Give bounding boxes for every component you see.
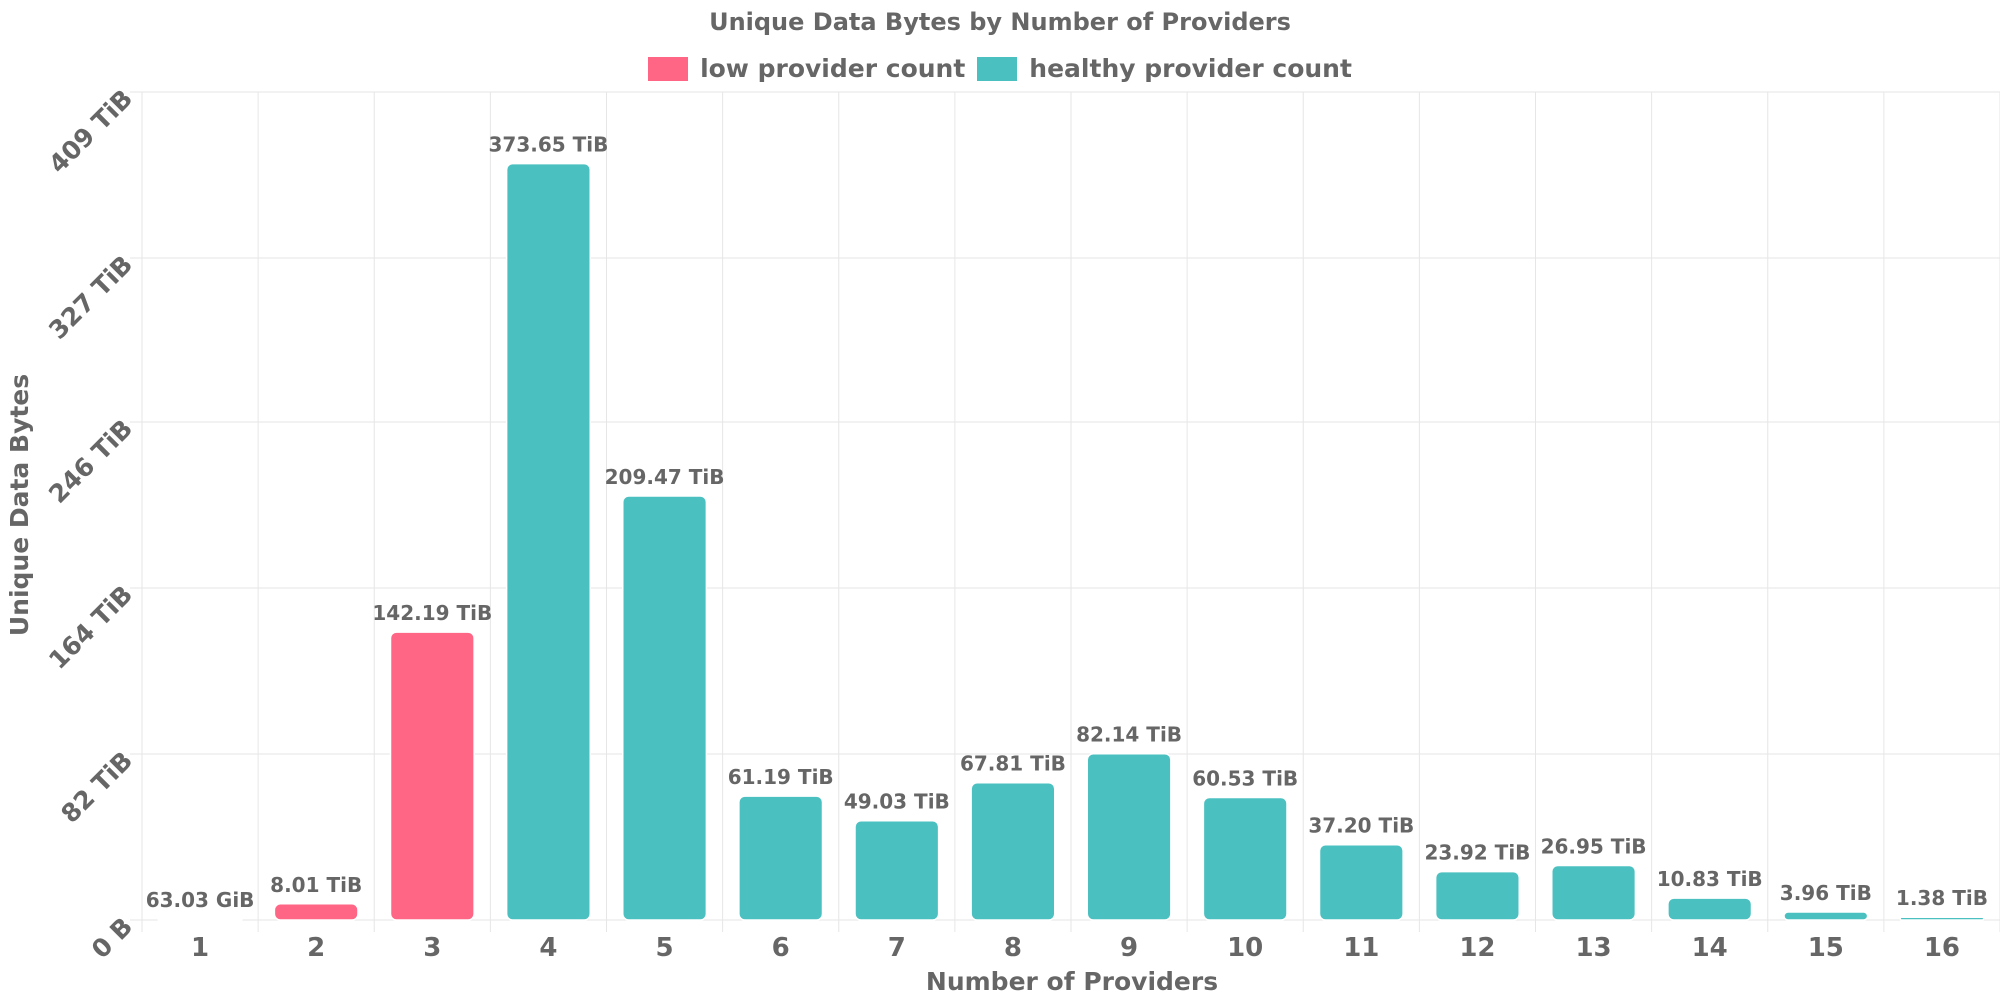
legend: low provider count healthy provider coun… [0,54,2000,83]
data-label-4: 373.65 TiB [488,133,608,157]
x-tick-label: 1 [191,933,209,963]
bars [157,162,1985,921]
y-tick-label: 246 TiB [43,414,138,509]
y-tick-label: 327 TiB [43,250,138,345]
legend-item-healthy[interactable]: healthy provider count [977,54,1352,83]
bar-1[interactable] [157,918,243,921]
data-label-1: 63.03 GiB [146,888,255,912]
data-label-16: 1.38 TiB [1896,886,1988,910]
legend-item-low[interactable]: low provider count [648,54,965,83]
x-tick-label: 9 [1120,933,1138,963]
bar-11[interactable] [1318,843,1404,921]
data-label-6: 61.19 TiB [728,765,834,789]
data-label-12: 23.92 TiB [1424,841,1530,865]
x-tick-label: 5 [656,933,674,963]
data-label-2: 8.01 TiB [270,873,362,897]
x-tick-label: 10 [1227,933,1263,963]
bar-4[interactable] [505,162,591,921]
data-label-7: 49.03 TiB [844,790,950,814]
legend-label-healthy: healthy provider count [1029,54,1352,83]
bar-15[interactable] [1783,911,1869,921]
bar-6[interactable] [738,795,824,921]
bar-8[interactable] [970,781,1056,921]
bar-16[interactable] [1899,916,1985,921]
x-tick-label: 15 [1808,933,1844,963]
bar-14[interactable] [1667,897,1753,921]
data-label-9: 82.14 TiB [1076,723,1182,747]
x-tick-label: 4 [539,933,557,963]
data-label-8: 67.81 TiB [960,752,1066,776]
x-tick-label: 8 [1004,933,1022,963]
y-axis-title: Unique Data Bytes [5,374,34,636]
grid-lines [130,91,2000,932]
x-tick-label: 7 [888,933,906,963]
bar-5[interactable] [622,495,708,921]
bar-2[interactable] [273,903,359,921]
x-tick-label: 14 [1692,933,1728,963]
x-tick-label: 12 [1459,933,1495,963]
x-tick-label: 3 [423,933,441,963]
bar-9[interactable] [1086,752,1172,921]
chart-title: Unique Data Bytes by Number of Providers [709,8,1291,36]
x-tick-label: 16 [1924,933,1960,963]
data-label-10: 60.53 TiB [1192,766,1298,790]
bar-10[interactable] [1202,796,1288,921]
legend-label-low: low provider count [700,54,966,83]
y-tick-label: 164 TiB [43,580,138,675]
data-label-11: 37.20 TiB [1308,814,1414,838]
legend-swatch-low [648,56,689,81]
x-axis-title: Number of Providers [926,967,1218,996]
data-label-3: 142.19 TiB [372,601,492,625]
data-label-14: 10.83 TiB [1657,867,1763,891]
bar-12[interactable] [1434,870,1520,921]
y-tick-label: 409 TiB [43,84,138,179]
data-label-5: 209.47 TiB [605,465,725,489]
x-tick-label: 6 [772,933,790,963]
y-tick-label: 82 TiB [55,746,138,829]
x-tick-label: 11 [1343,933,1379,963]
bar-7[interactable] [854,819,940,921]
bar-13[interactable] [1551,864,1637,921]
legend-swatch-healthy [977,56,1018,81]
data-label-15: 3.96 TiB [1780,881,1872,905]
x-tick-label: 2 [307,933,325,963]
data-label-13: 26.95 TiB [1541,834,1647,858]
bar-3[interactable] [389,631,475,921]
x-tick-label: 13 [1575,933,1611,963]
data-labels: 63.03 GiB 8.01 TiB 142.19 TiB 373.65 TiB 209… [146,133,1988,912]
x-tick-labels: 1 2 3 4 5 6 7 8 9 10 11 12 13 14 15 16 [191,933,1960,963]
